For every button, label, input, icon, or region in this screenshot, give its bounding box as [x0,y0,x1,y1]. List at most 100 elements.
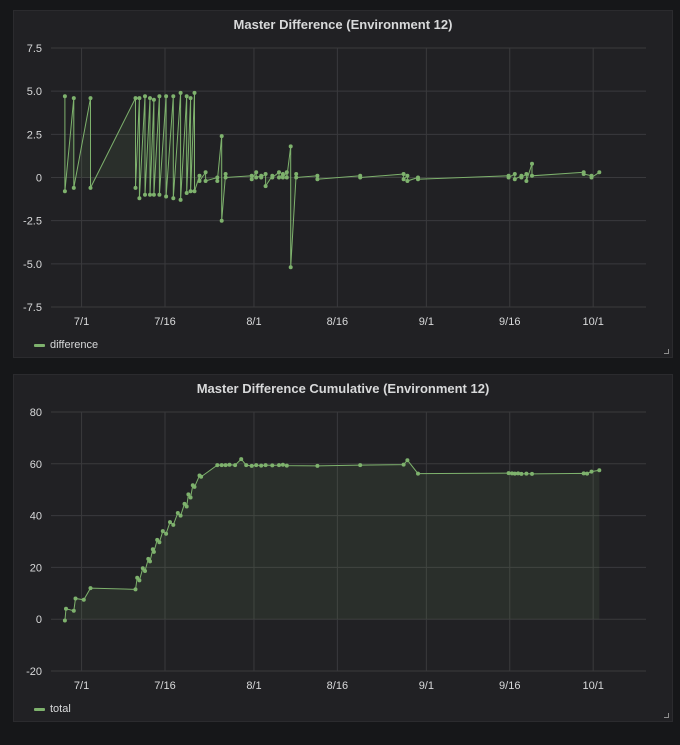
y-tick-label: 80 [30,407,42,419]
data-point [530,471,534,476]
data-point [506,175,511,180]
data-point [280,462,285,467]
data-point [164,194,169,199]
data-point [215,179,220,183]
data-point [178,513,183,518]
data-point [233,463,238,468]
data-point [401,172,406,176]
data-point [199,474,204,479]
data-point [219,134,224,139]
data-point [280,172,285,176]
data-point [184,504,189,509]
data-point [581,471,586,476]
data-point [597,468,602,473]
y-tick-label: -5.0 [23,259,42,271]
data-point [140,566,145,571]
cumulative-chart[interactable]: 80 60 40 20 0 -20 7/1 7/16 8/1 8/16 9/1 9/16 10/1 [14,375,672,721]
data-point [197,173,202,178]
data-point [160,529,165,534]
data-point [506,471,511,476]
y-tick-label: 40 [30,511,42,523]
data-point [133,96,138,101]
data-point [143,94,147,99]
difference-chart[interactable]: 7.5 5.0 2.5 0 -2.5 -5.0 -7.5 7/1 7/16 8/1 8/16 9/1 9… [14,11,672,357]
y-tick-label: -2.5 [23,216,42,228]
legend-label-total[interactable]: total [50,703,71,715]
data-point [192,90,197,95]
data-point [73,596,78,601]
data-point [62,94,67,99]
data-point [270,463,275,468]
data-point [171,94,176,99]
data-point [223,463,228,468]
data-point [137,578,142,583]
data-point [254,463,259,468]
legend[interactable]: difference [34,339,98,351]
data-point [416,177,420,182]
data-point [164,531,169,536]
data-point [277,175,281,180]
legend-label-difference[interactable]: difference [50,339,99,351]
data-point [215,175,220,180]
data-point [184,191,189,195]
data-point [516,471,521,476]
legend[interactable]: total [34,703,71,715]
data-point [288,144,293,149]
data-point [358,175,363,180]
resize-handle[interactable] [664,349,669,354]
x-tick-label: 7/1 [74,316,89,328]
data-point [277,463,281,468]
data-point [62,618,67,623]
data-point [249,463,254,468]
data-point [178,197,183,202]
data-point [416,471,420,476]
data-point [270,175,275,180]
data-point [135,575,140,580]
x-tick-label: 9/1 [419,316,434,328]
data-point [88,185,93,190]
data-point [315,177,320,182]
data-point [288,265,293,270]
data-point [62,189,67,194]
x-tick-label: 8/1 [246,680,261,692]
y-tick-label: 0 [36,614,42,626]
data-point [164,94,169,99]
data-point [401,177,406,182]
series-line-difference [64,92,600,268]
data-point [519,175,524,180]
data-point [64,606,68,611]
data-point [188,96,193,101]
data-point [244,463,249,468]
data-point [223,175,228,180]
data-point [239,457,244,462]
data-point [148,96,152,101]
data-point [182,501,187,506]
data-point [254,175,259,180]
data-point [148,559,152,564]
data-point [249,173,254,178]
legend-swatch [34,707,45,711]
data-point [249,177,254,182]
data-point [512,172,517,176]
data-point [188,495,193,500]
data-point [597,170,602,175]
data-point [405,458,410,463]
data-point [157,192,162,197]
data-point [148,192,152,197]
data-point [133,185,138,190]
resize-handle[interactable] [664,713,669,718]
data-point [151,192,156,197]
data-point [168,520,172,525]
data-point [259,463,264,468]
data-point [133,587,138,592]
data-point [405,173,410,178]
data-point [188,189,193,194]
data-point [585,471,590,476]
data-point [284,463,289,468]
x-tick-label: 9/1 [419,680,434,692]
data-point [203,179,208,183]
chart-panel-difference: Master Difference (Environment 12) 7.5 5.… [13,10,673,358]
data-point [157,540,162,545]
data-point [277,170,281,175]
y-tick-label: 5.0 [27,86,42,98]
